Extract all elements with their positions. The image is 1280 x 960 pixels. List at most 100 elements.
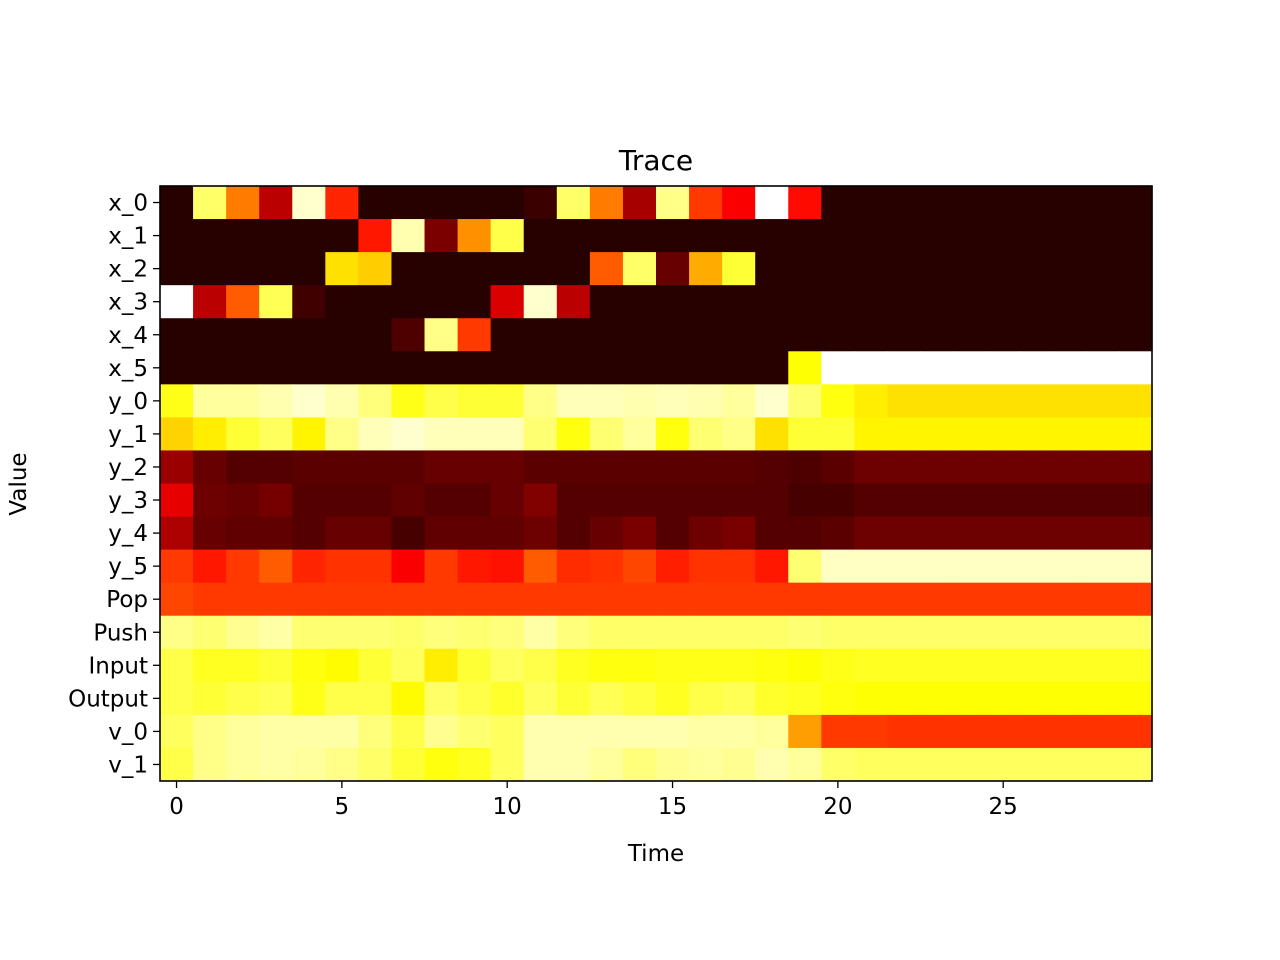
- heatmap-cell: [821, 450, 855, 485]
- heatmap-cell: [854, 219, 889, 253]
- heatmap-cell: [391, 417, 426, 452]
- heatmap-cell: [358, 417, 393, 452]
- heatmap-cell: [193, 483, 227, 518]
- heatmap-cell: [821, 747, 855, 782]
- heatmap-cell: [226, 417, 260, 452]
- heatmap-cell: [1118, 285, 1153, 319]
- heatmap-cell: [226, 681, 260, 716]
- x-tick-label: 5: [335, 794, 350, 820]
- heatmap-cell: [424, 516, 459, 551]
- heatmap-cell: [457, 384, 492, 418]
- heatmap-cell: [788, 351, 822, 385]
- heatmap-cell: [160, 417, 194, 452]
- y-tick-label: Push: [93, 620, 148, 646]
- heatmap-cell: [887, 648, 922, 683]
- heatmap-cell: [722, 417, 756, 452]
- heatmap-cell: [523, 747, 558, 782]
- heatmap-cell: [1118, 747, 1153, 782]
- heatmap-cell: [358, 582, 393, 617]
- heatmap-cell: [722, 747, 756, 782]
- heatmap-cell: [193, 714, 227, 749]
- heatmap-cell: [358, 351, 393, 385]
- heatmap-cell: [821, 615, 855, 650]
- heatmap-cell: [556, 483, 591, 518]
- heatmap-cell: [1019, 681, 1054, 716]
- heatmap-cell: [887, 186, 922, 220]
- heatmap-cell: [854, 615, 889, 650]
- heatmap-cell: [226, 648, 260, 683]
- heatmap-cell: [722, 252, 756, 286]
- heatmap-cell: [689, 582, 723, 617]
- heatmap-cell: [259, 450, 293, 485]
- heatmap-cell: [457, 219, 492, 253]
- heatmap-cell: [986, 285, 1021, 319]
- heatmap-cell: [259, 219, 293, 253]
- heatmap-cell: [424, 417, 459, 452]
- heatmap-cells: [160, 186, 1153, 782]
- heatmap-cell: [325, 285, 359, 319]
- heatmap-cell: [953, 516, 988, 551]
- heatmap-cell: [391, 516, 426, 551]
- heatmap-cell: [226, 219, 260, 253]
- heatmap-cell: [953, 582, 988, 617]
- heatmap-cell: [1052, 417, 1087, 452]
- heatmap-cell: [589, 252, 624, 286]
- heatmap-cell: [1118, 483, 1153, 518]
- heatmap-cell: [424, 186, 459, 220]
- heatmap-cell: [788, 549, 822, 584]
- heatmap-cell: [457, 615, 492, 650]
- heatmap-cell: [722, 714, 756, 749]
- heatmap-cell: [358, 516, 393, 551]
- heatmap-cell: [689, 252, 723, 286]
- heatmap-cell: [424, 747, 459, 782]
- heatmap-cell: [523, 252, 558, 286]
- heatmap-cell: [259, 285, 293, 319]
- heatmap-cell: [160, 252, 194, 286]
- x-tick-label: 15: [658, 794, 687, 820]
- heatmap-cell: [656, 516, 690, 551]
- heatmap-cell: [523, 450, 558, 485]
- heatmap-cell: [358, 219, 393, 253]
- heatmap-cell: [556, 549, 591, 584]
- heatmap-cell: [556, 351, 591, 385]
- heatmap-cell: [292, 450, 326, 485]
- heatmap-cell: [953, 219, 988, 253]
- heatmap-cell: [1052, 516, 1087, 551]
- heatmap-cell: [622, 681, 657, 716]
- heatmap-cell: [490, 516, 525, 551]
- heatmap-cell: [556, 648, 591, 683]
- heatmap-cell: [689, 681, 723, 716]
- heatmap-cell: [1085, 516, 1120, 551]
- heatmap-cell: [325, 582, 359, 617]
- heatmap-cell: [556, 252, 591, 286]
- heatmap-cell: [424, 384, 459, 418]
- heatmap-cell: [589, 714, 624, 749]
- heatmap-cell: [920, 582, 955, 617]
- heatmap-cell: [226, 318, 260, 352]
- heatmap-cell: [1052, 450, 1087, 485]
- heatmap-cell: [854, 417, 889, 452]
- heatmap-cell: [755, 516, 789, 551]
- heatmap-cell: [689, 648, 723, 683]
- heatmap-cell: [457, 582, 492, 617]
- heatmap-cell: [589, 186, 624, 220]
- y-tick-label: x_1: [108, 224, 148, 250]
- heatmap-cell: [755, 648, 789, 683]
- x-axis-label: Time: [627, 841, 684, 867]
- heatmap-cell: [722, 549, 756, 584]
- heatmap-cell: [457, 318, 492, 352]
- heatmap-cell: [722, 648, 756, 683]
- heatmap-cell: [1118, 648, 1153, 683]
- heatmap-cell: [887, 549, 922, 584]
- heatmap-cell: [854, 747, 889, 782]
- heatmap-cell: [1052, 549, 1087, 584]
- y-tick-label: y_2: [108, 455, 148, 481]
- y-tick-label: y_1: [108, 422, 148, 448]
- heatmap-cell: [523, 549, 558, 584]
- heatmap-cell: [656, 681, 690, 716]
- heatmap-cell: [920, 384, 955, 418]
- heatmap-cell: [325, 648, 359, 683]
- heatmap-cell: [292, 714, 326, 749]
- heatmap-cell: [953, 648, 988, 683]
